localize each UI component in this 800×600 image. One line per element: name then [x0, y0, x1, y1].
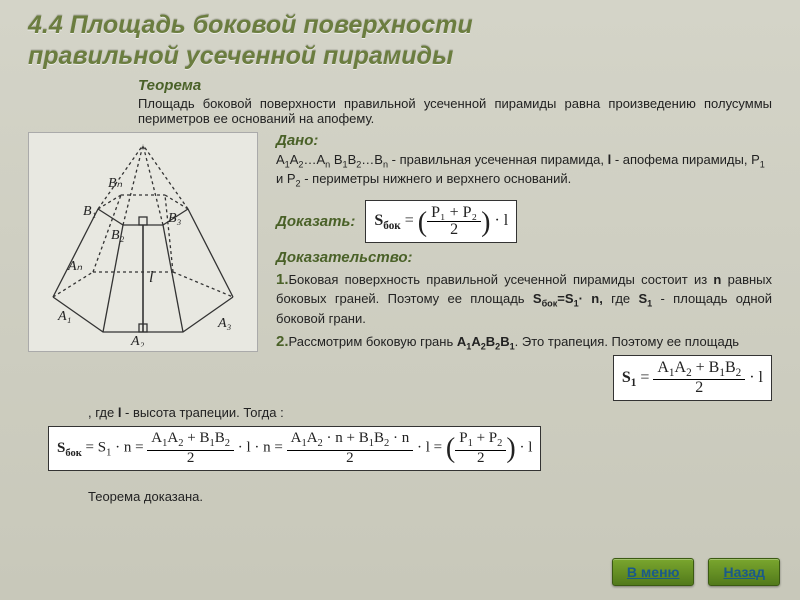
- prove-label: Доказать:: [276, 213, 355, 230]
- fig-label-Bn: Bₙ: [108, 176, 123, 191]
- given-text: A1A2…An B1B2…Bn - правильная усеченная п…: [276, 151, 772, 191]
- nav-bar: В меню Назад: [612, 558, 780, 586]
- fig-label-A1: A₁: [57, 309, 71, 324]
- prove-formula: Sбок = (P₁ + P₂2) · l: [365, 200, 517, 243]
- proof-label: Доказательство:: [276, 249, 772, 266]
- heading-line2: правильной усеченной пирамиды: [28, 42, 453, 70]
- fig-label-B3: B₃: [168, 211, 182, 226]
- heading-line1: 4.4 Площадь боковой поверхности: [28, 11, 473, 39]
- proof-step-1: 1.Боковая поверхность правильной усеченн…: [276, 270, 772, 328]
- fig-label-An: Aₙ: [67, 259, 83, 274]
- fig-label-B2: B₂: [111, 228, 125, 243]
- s1-formula: S1 = A1A2 + B1B22 · l: [613, 355, 772, 401]
- content: Теорема Площадь боковой поверхности прав…: [0, 73, 800, 504]
- proof-step-2: 2.Рассмотрим боковую грань A1A2B2B1. Это…: [276, 332, 772, 353]
- pyramid-figure: Bₙ B₁ B₂ B₃ Aₙ A₁ A₂ A₃ l: [28, 132, 258, 352]
- fig-label-A3: A₃: [217, 316, 232, 331]
- fig-label-l: l: [149, 269, 154, 286]
- section-heading: 4.4 Площадь боковой поверхности правильн…: [0, 0, 800, 73]
- where-text: , где l - высота трапеции. Тогда :: [88, 405, 772, 420]
- proved-text: Теорема доказана.: [88, 489, 772, 504]
- menu-button[interactable]: В меню: [612, 558, 695, 586]
- given-label: Дано:: [276, 132, 772, 149]
- main-formula: Sбок = S1 · n = A1A2 + B1B22 · l · n = A…: [48, 426, 541, 471]
- fig-label-B1: B₁: [83, 204, 96, 219]
- theorem-label: Теорема: [138, 77, 772, 94]
- fig-label-A2: A₂: [130, 334, 145, 347]
- back-button[interactable]: Назад: [708, 558, 780, 586]
- theorem-text: Площадь боковой поверхности правильной у…: [138, 96, 772, 126]
